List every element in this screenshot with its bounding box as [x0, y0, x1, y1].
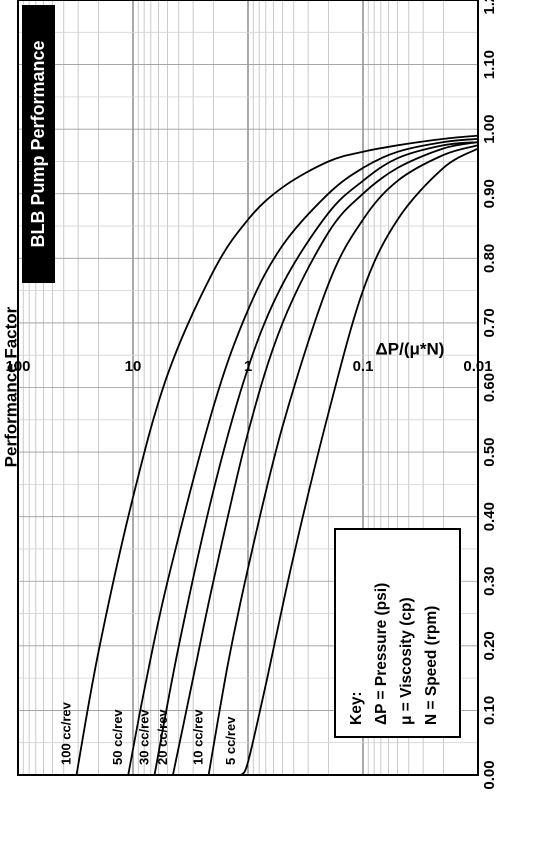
plot-frame [17, 0, 479, 776]
y-tick-label: 0.90 [481, 179, 498, 208]
curve-label: 50 cc/rev [110, 709, 125, 765]
title-background [22, 5, 55, 283]
curve-label: 10 cc/rev [191, 709, 206, 765]
x-tick-label: 0.1 [353, 358, 374, 375]
y-tick-label: 1.10 [481, 50, 498, 79]
y-tick-label: 1.20 [481, 0, 498, 15]
y-tick-labels: 0.00 0.10 0.20 0.30 0.40 0.50 0.60 0.70 0.80 0.90… [481, 0, 498, 790]
y-tick-label: 0.20 [481, 631, 498, 660]
chart-title: BLB Pump Performance [28, 40, 48, 247]
key-line-speed: N = Speed (rpm) [423, 606, 440, 725]
x-tick-label: 1 [244, 358, 252, 375]
curve-100-cc-rev [75, 134, 479, 776]
curve-20-cc-rev [172, 141, 479, 776]
y-tick-label: 0.50 [481, 437, 498, 466]
curve-label: 5 cc/rev [223, 716, 238, 765]
y-tick-label: 0.00 [481, 760, 498, 789]
curve-label: 100 cc/rev [58, 701, 73, 765]
x-axis-label: ΔP/(μ*N) [376, 339, 445, 358]
y-tick-label: 0.60 [481, 373, 498, 402]
y-tick-label: 1.00 [481, 115, 498, 144]
key-frame [334, 528, 461, 738]
x-tick-label: 10 [125, 358, 142, 375]
curve-label: 20 cc/rev [155, 709, 170, 765]
curve-50-cc-rev [127, 138, 479, 776]
curve-label: 30 cc/rev [137, 709, 152, 765]
curve-30-cc-rev [153, 141, 479, 776]
y-tick-label: 0.70 [481, 308, 498, 337]
curves [75, 134, 479, 776]
key-line-pressure: ΔP = Pressure (psi) [373, 583, 390, 725]
title-box: BLB Pump Performance [22, 5, 55, 283]
y-tick-label: 0.10 [481, 696, 498, 725]
x-tick-labels: 0.01 0.1 1 10 100 [5, 358, 492, 375]
y-tick-label: 0.40 [481, 502, 498, 531]
y-axis-label: Performance Factor [1, 306, 20, 467]
curve-10-cc-rev [207, 144, 479, 776]
y-tick-label: 0.80 [481, 244, 498, 273]
x-tick-label: 100 [5, 358, 30, 375]
curve-5-cc-rev [240, 147, 479, 776]
key-heading: Key: [348, 691, 365, 725]
rotated-chart: 0.00 0.10 0.20 0.30 0.40 0.50 0.60 0.70 0.80 0.90… [1, 0, 498, 790]
key-line-viscosity: μ = Viscosity (cp) [398, 597, 415, 725]
y-tick-label: 0.30 [481, 567, 498, 596]
x-tick-label: 0.01 [463, 358, 492, 375]
key-box: Key: ΔP = Pressure (psi) μ = Viscosity (… [334, 528, 461, 738]
